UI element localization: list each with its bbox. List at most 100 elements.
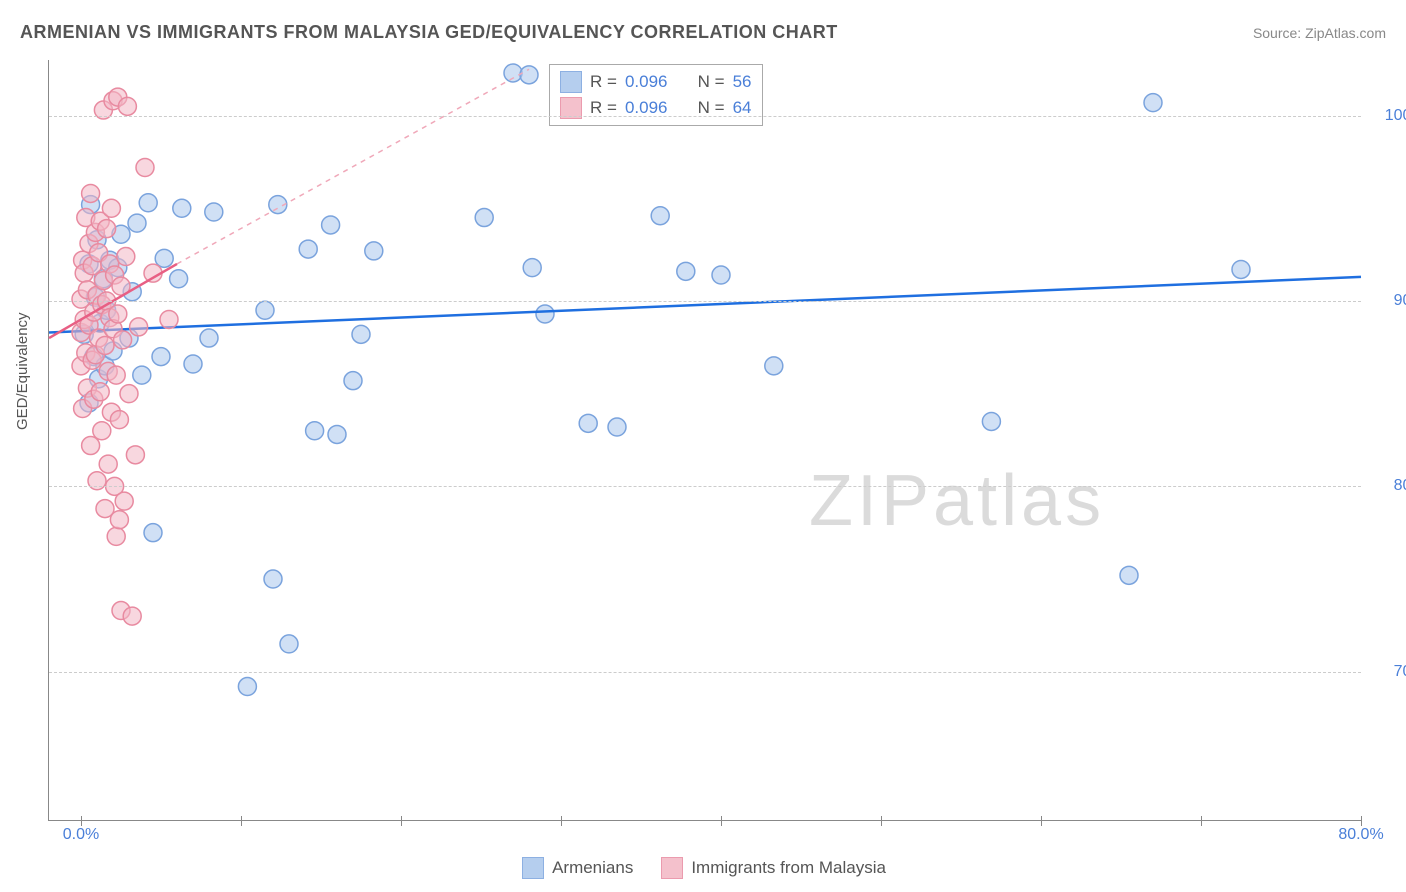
scatter-point bbox=[504, 64, 522, 82]
x-tick-mark bbox=[561, 816, 562, 826]
x-tick-mark bbox=[1361, 816, 1362, 826]
scatter-point bbox=[1232, 260, 1250, 278]
scatter-point bbox=[107, 366, 125, 384]
chart-title: ARMENIAN VS IMMIGRANTS FROM MALAYSIA GED… bbox=[20, 22, 838, 43]
source-label: Source: ZipAtlas.com bbox=[1253, 25, 1386, 41]
scatter-point bbox=[96, 336, 114, 354]
gridline bbox=[49, 301, 1361, 302]
scatter-point bbox=[256, 301, 274, 319]
legend-bottom-item: Armenians bbox=[522, 857, 633, 879]
legend-series-name: Immigrants from Malaysia bbox=[691, 858, 886, 878]
y-tick-label: 100.0% bbox=[1369, 107, 1406, 125]
y-tick-label: 80.0% bbox=[1369, 477, 1406, 495]
scatter-point bbox=[1120, 566, 1138, 584]
legend-n-label: N = bbox=[698, 95, 725, 121]
legend-bottom: Armenians Immigrants from Malaysia bbox=[48, 857, 1360, 884]
trend-line-dashed bbox=[177, 69, 529, 264]
scatter-point bbox=[144, 524, 162, 542]
scatter-point bbox=[117, 247, 135, 265]
legend-bottom-item: Immigrants from Malaysia bbox=[661, 857, 886, 879]
scatter-point bbox=[93, 422, 111, 440]
legend-n-value: 64 bbox=[733, 95, 752, 121]
scatter-point bbox=[982, 412, 1000, 430]
scatter-point bbox=[102, 199, 120, 217]
scatter-point bbox=[110, 411, 128, 429]
scatter-point bbox=[115, 492, 133, 510]
scatter-svg bbox=[49, 60, 1361, 820]
x-tick-mark bbox=[721, 816, 722, 826]
scatter-point bbox=[133, 366, 151, 384]
scatter-point bbox=[712, 266, 730, 284]
scatter-point bbox=[1144, 94, 1162, 112]
scatter-point bbox=[352, 325, 370, 343]
scatter-point bbox=[152, 348, 170, 366]
legend-row: R = 0.096 N = 56 bbox=[560, 69, 752, 95]
scatter-point bbox=[91, 383, 109, 401]
legend-swatch bbox=[560, 71, 582, 93]
scatter-point bbox=[82, 437, 100, 455]
scatter-point bbox=[205, 203, 223, 221]
scatter-point bbox=[170, 270, 188, 288]
legend-swatch bbox=[522, 857, 544, 879]
scatter-point bbox=[118, 97, 136, 115]
scatter-point bbox=[579, 414, 597, 432]
scatter-point bbox=[306, 422, 324, 440]
scatter-point bbox=[475, 209, 493, 227]
x-tick-mark bbox=[881, 816, 882, 826]
scatter-point bbox=[160, 311, 178, 329]
x-tick-mark bbox=[81, 816, 82, 826]
scatter-point bbox=[328, 425, 346, 443]
y-axis-label: GED/Equivalency bbox=[14, 312, 31, 430]
scatter-point bbox=[365, 242, 383, 260]
scatter-point bbox=[107, 527, 125, 545]
scatter-point bbox=[130, 318, 148, 336]
scatter-point bbox=[344, 372, 362, 390]
x-tick-mark bbox=[401, 816, 402, 826]
scatter-point bbox=[608, 418, 626, 436]
scatter-point bbox=[200, 329, 218, 347]
legend-row: R = 0.096 N = 64 bbox=[560, 95, 752, 121]
scatter-point bbox=[126, 446, 144, 464]
x-tick-label: 80.0% bbox=[1338, 826, 1383, 844]
chart-container: ARMENIAN VS IMMIGRANTS FROM MALAYSIA GED… bbox=[0, 0, 1406, 892]
y-tick-label: 70.0% bbox=[1369, 663, 1406, 681]
scatter-point bbox=[114, 331, 132, 349]
gridline bbox=[49, 116, 1361, 117]
gridline bbox=[49, 672, 1361, 673]
scatter-point bbox=[322, 216, 340, 234]
legend-n-label: N = bbox=[698, 69, 725, 95]
x-tick-mark bbox=[241, 816, 242, 826]
scatter-point bbox=[238, 678, 256, 696]
scatter-point bbox=[184, 355, 202, 373]
scatter-point bbox=[523, 259, 541, 277]
scatter-point bbox=[280, 635, 298, 653]
legend-r-label: R = bbox=[590, 69, 617, 95]
y-tick-label: 90.0% bbox=[1369, 292, 1406, 310]
scatter-point bbox=[264, 570, 282, 588]
gridline bbox=[49, 486, 1361, 487]
scatter-point bbox=[139, 194, 157, 212]
legend-r-label: R = bbox=[590, 95, 617, 121]
scatter-point bbox=[136, 159, 154, 177]
scatter-point bbox=[99, 455, 117, 473]
header: ARMENIAN VS IMMIGRANTS FROM MALAYSIA GED… bbox=[20, 22, 1386, 43]
scatter-point bbox=[651, 207, 669, 225]
legend-n-value: 56 bbox=[733, 69, 752, 95]
scatter-point bbox=[520, 66, 538, 84]
scatter-point bbox=[82, 184, 100, 202]
scatter-point bbox=[173, 199, 191, 217]
scatter-point bbox=[677, 262, 695, 280]
scatter-point bbox=[536, 305, 554, 323]
legend-swatch bbox=[661, 857, 683, 879]
legend-series-name: Armenians bbox=[552, 858, 633, 878]
scatter-point bbox=[128, 214, 146, 232]
scatter-point bbox=[120, 385, 138, 403]
scatter-point bbox=[98, 220, 116, 238]
scatter-point bbox=[123, 607, 141, 625]
x-tick-label: 0.0% bbox=[63, 826, 99, 844]
scatter-point bbox=[109, 305, 127, 323]
x-tick-mark bbox=[1041, 816, 1042, 826]
scatter-point bbox=[765, 357, 783, 375]
trend-line bbox=[49, 277, 1361, 333]
scatter-point bbox=[299, 240, 317, 258]
